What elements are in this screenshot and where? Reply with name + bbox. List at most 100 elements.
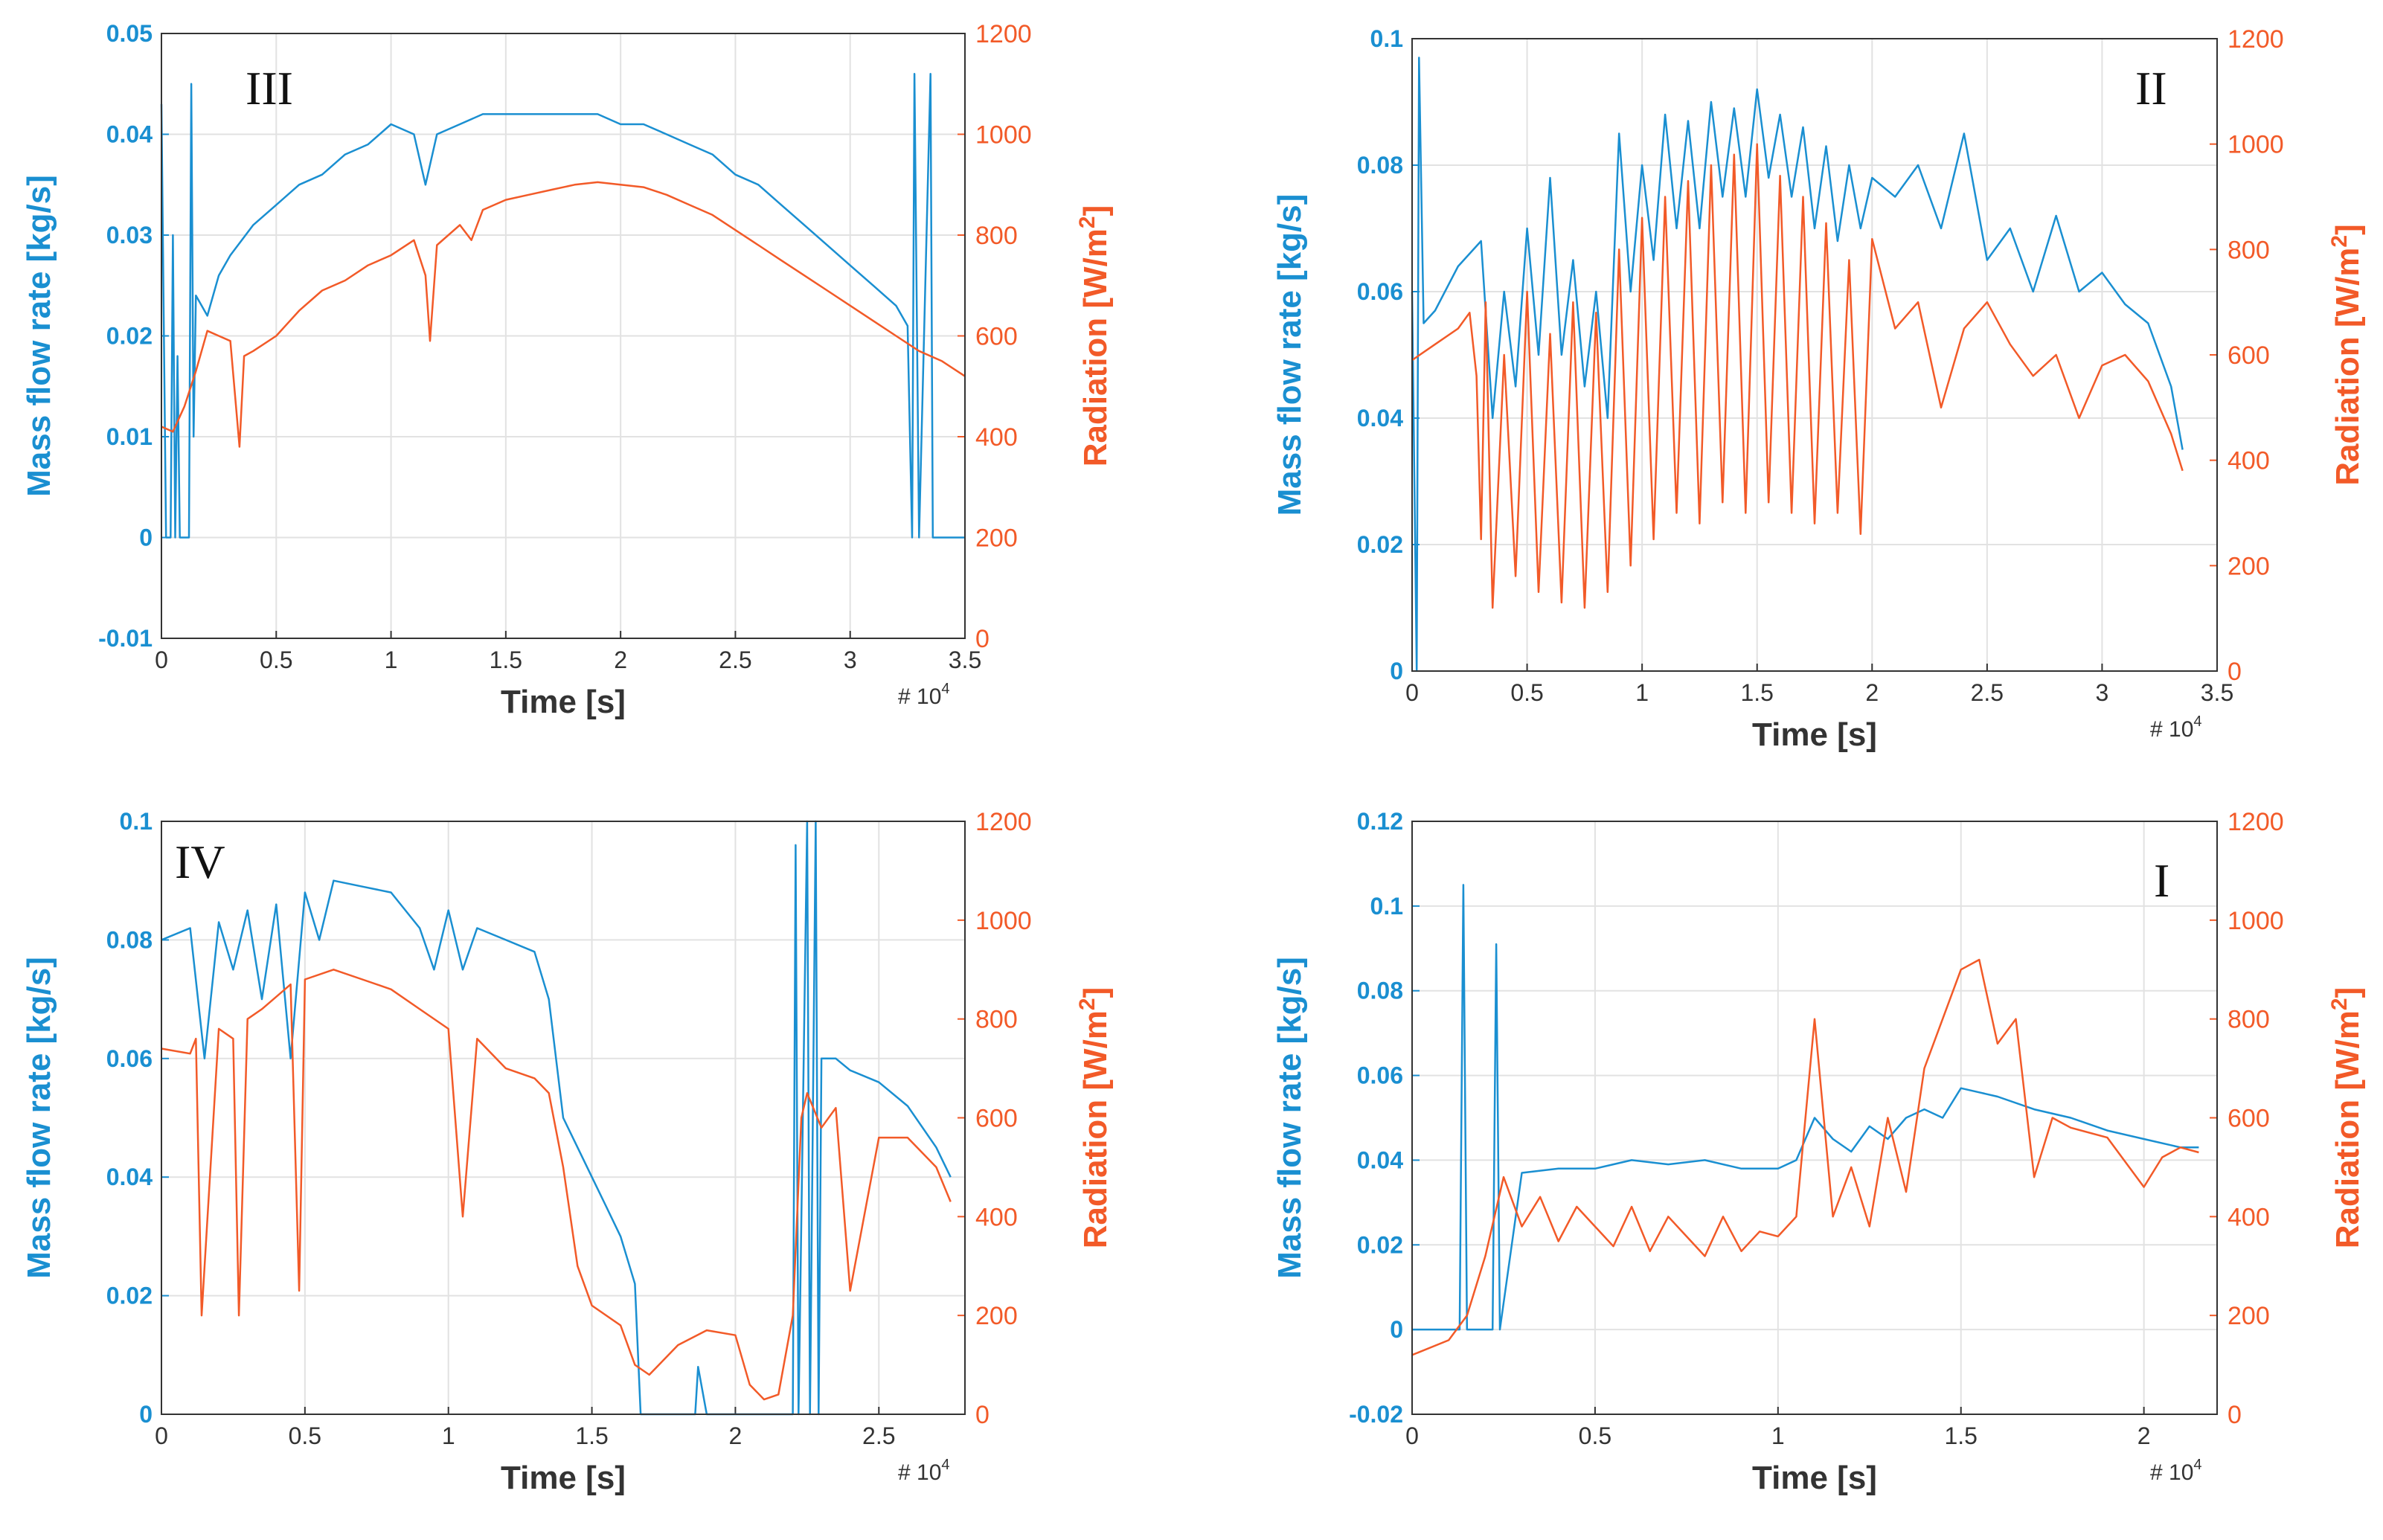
- y-tick-label: 0.04: [106, 121, 153, 148]
- x-tick-label: 0: [1405, 1422, 1419, 1449]
- x-tick-label: 1: [385, 647, 398, 673]
- x-multiplier: # 104: [2150, 713, 2202, 742]
- x-tick-label: 2.5: [719, 647, 751, 673]
- y2-tick-label: 0: [975, 1401, 990, 1429]
- y-axis-label: Mass flow rate [kg/s]: [1271, 957, 1308, 1279]
- y2-axis-label-sup: 2: [2327, 235, 2352, 248]
- x-tick-label: 3: [844, 647, 857, 673]
- radiation-series-line: [1411, 958, 2199, 1356]
- y-tick-label: 0.08: [106, 926, 153, 953]
- y-tick-label: 0.04: [106, 1164, 153, 1190]
- x-tick-label: 1.5: [575, 1422, 608, 1449]
- y-axis-label: Mass flow rate [kg/s]: [21, 957, 57, 1279]
- x-tick-label: 0.5: [1510, 679, 1543, 706]
- y2-axis-label: Radiation [W/m2]: [1075, 987, 1114, 1249]
- x-tick-label: 2.5: [1971, 679, 2004, 706]
- y-tick-label: 0: [1390, 1316, 1403, 1343]
- chart-panel-I: 0 0.5 1 1.5 2-0.0200.020.040.060.080.10.1202…: [1271, 808, 2366, 1496]
- y2-tick-label: 600: [2228, 341, 2270, 370]
- x-tick-label: 1: [442, 1422, 455, 1449]
- x-tick-label: 1.5: [490, 647, 522, 673]
- y-tick-label: 0.05: [106, 20, 153, 47]
- y-tick-label: -0.02: [1349, 1401, 1403, 1428]
- y2-tick-label: 1200: [2228, 808, 2284, 836]
- y-tick-label: 0.06: [106, 1045, 153, 1072]
- x-tick-label: 0: [155, 1422, 168, 1449]
- x-tick-label: 2.5: [862, 1422, 895, 1449]
- radiation-series-line: [161, 181, 966, 448]
- panel-label: III: [246, 62, 293, 115]
- mass-flow-series-line: [1412, 884, 2199, 1331]
- plot-frame: [161, 33, 966, 639]
- y2-tick-label: 400: [2228, 447, 2270, 475]
- x-axis-label: Time [s]: [501, 684, 626, 720]
- x-axis-label: Time [s]: [501, 1460, 626, 1496]
- y2-axis-label: Radiation [W/m2]: [1075, 205, 1114, 467]
- mass-flow-series-line: [1411, 57, 2184, 673]
- y-tick-label: 0.1: [1370, 25, 1403, 52]
- y-axis-label: Mass flow rate [kg/s]: [1271, 194, 1308, 516]
- y2-tick-label: 400: [975, 1203, 1018, 1231]
- y-tick-label: 0: [139, 524, 153, 551]
- chart-panel-IV: 0 0.5 1 1.5 2 2.5 0 0.02 0.04 0.06 0.08 0.1 0 200 400 6…: [21, 808, 1114, 1496]
- plot-frame: [1411, 821, 2218, 1415]
- y-tick-label: 0.06: [1357, 278, 1403, 305]
- y2-tick-label: 0: [2228, 1401, 2242, 1429]
- y-tick-label: 0.02: [106, 1283, 153, 1309]
- plot-frame: [1411, 38, 2218, 672]
- x-multiplier-base: # 10: [2150, 1460, 2193, 1485]
- x-tick-label: 2: [1865, 679, 1879, 706]
- y-tick-label: 0.01: [106, 423, 153, 450]
- x-axis-label: Time [s]: [1752, 716, 1877, 753]
- y-tick-label: 0: [139, 1401, 153, 1428]
- y2-axis-label-main: Radiation [W/m: [2329, 1010, 2366, 1248]
- y2-tick-label: 600: [975, 1105, 1018, 1133]
- x-tick-label: 1.5: [1944, 1422, 1977, 1449]
- y2-tick-label: 800: [2228, 236, 2270, 264]
- x-multiplier-base: # 10: [898, 684, 941, 709]
- x-multiplier-exponent: 4: [941, 681, 949, 697]
- x-multiplier-base: # 10: [898, 1460, 941, 1485]
- x-tick-label: 0.5: [1579, 1422, 1611, 1449]
- y-tick-label: 0.02: [1357, 1231, 1403, 1258]
- y-tick-label: 0: [1390, 658, 1403, 684]
- y2-tick-label: 1000: [2228, 907, 2284, 935]
- plot-frame: [161, 821, 966, 1415]
- mass-flow-series-line: [160, 72, 965, 539]
- x-tick-label: 1: [1635, 679, 1649, 706]
- y-tick-label: 0.1: [1370, 893, 1403, 920]
- y-tick-label: -0.01: [98, 625, 153, 652]
- y2-axis-label-sup: 2: [1075, 998, 1100, 1010]
- y2-tick-label: 1000: [975, 907, 1032, 935]
- y-tick-label: 0.02: [106, 323, 153, 350]
- panel-label: II: [2135, 62, 2167, 115]
- y2-tick-label: 400: [2228, 1203, 2270, 1231]
- x-tick-label: 3: [2096, 679, 2109, 706]
- y-tick-label: 0.06: [1357, 1062, 1403, 1089]
- x-multiplier-base: # 10: [2150, 717, 2193, 742]
- y2-tick-label: 800: [975, 1006, 1018, 1034]
- x-tick-label: 0: [155, 647, 168, 673]
- x-tick-label: 3.5: [949, 647, 981, 673]
- y-tick-label: 0.02: [1357, 531, 1403, 558]
- x-tick-label: 3.5: [2201, 679, 2233, 706]
- y-tick-label: 0.03: [106, 222, 153, 248]
- y2-axis-label-end: ]: [2329, 987, 2366, 998]
- y2-tick-label: 800: [975, 222, 1018, 250]
- panel-label: IV: [175, 835, 225, 888]
- x-tick-label: 2: [614, 647, 627, 673]
- chart-panel-II: 0 0.5 1 1.5 2 2.5 3 3.500.020.040.060.080.10200…: [1271, 25, 2366, 753]
- x-multiplier-exponent: 4: [2193, 713, 2201, 730]
- y-tick-label: 0.1: [120, 808, 153, 835]
- y2-tick-label: 1000: [975, 121, 1032, 150]
- y-axis-label: Mass flow rate [kg/s]: [21, 175, 57, 497]
- y2-tick-label: 0: [2228, 658, 2242, 686]
- y2-tick-label: 200: [975, 524, 1018, 553]
- x-tick-label: 0.5: [289, 1422, 321, 1449]
- y2-tick-label: 1000: [2228, 131, 2284, 159]
- y-tick-label: 0.08: [1357, 978, 1403, 1004]
- y2-axis-label-main: Radiation [W/m: [1077, 228, 1114, 466]
- x-tick-label: 2: [729, 1422, 743, 1449]
